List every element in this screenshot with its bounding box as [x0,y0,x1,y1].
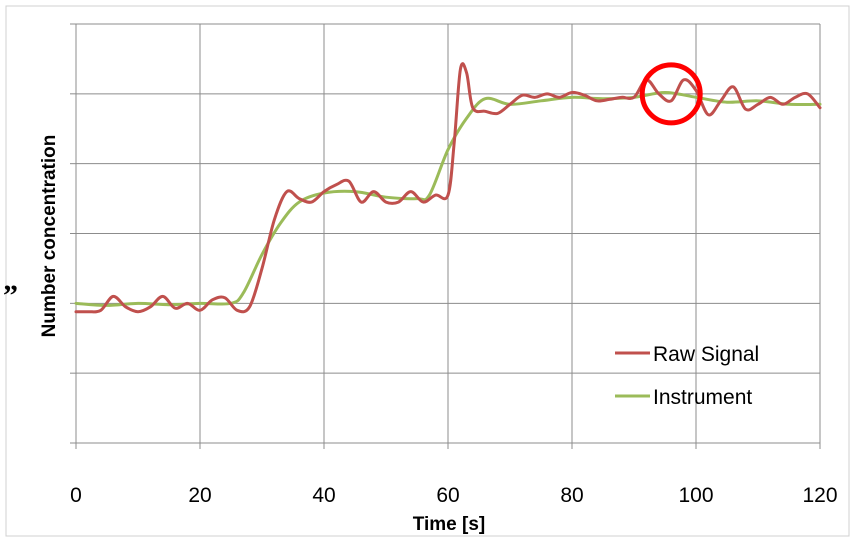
x-tick-label-0: 0 [70,484,82,507]
axis-layer [70,23,821,449]
x-axis-title: Time [s] [413,514,486,535]
y-axis-title: Number concentration [39,135,60,338]
legend: Raw Signal Instrument [615,343,759,409]
chart-area-border [5,5,850,537]
stray-quote-mark: ” [3,279,18,312]
x-tick-label-20: 20 [188,484,211,507]
x-tick-label-60: 60 [436,484,459,507]
x-tick-label-120: 120 [802,484,837,507]
grid-layer [76,23,821,443]
series-layer [74,62,822,314]
tick-label-layer: 0 20 40 60 80 100 120 [70,484,837,507]
series-line-raw-signal [74,62,822,314]
x-tick-label-80: 80 [560,484,583,507]
annotation-layer [639,62,703,126]
series-line-instrument [74,90,822,307]
x-tick-label-40: 40 [312,484,335,507]
legend-label-instrument: Instrument [653,386,752,409]
highlight-circle-annotation [639,62,703,126]
legend-label-raw-signal: Raw Signal [653,343,759,366]
x-tick-label-100: 100 [678,484,713,507]
